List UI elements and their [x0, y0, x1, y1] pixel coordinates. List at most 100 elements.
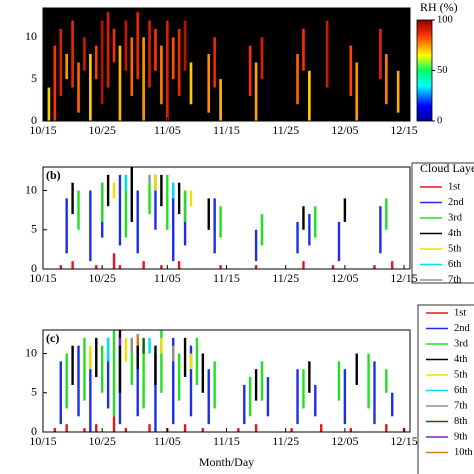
rh-strip [124, 20, 128, 71]
cloud-layer [343, 369, 347, 425]
panel-label: (a) [46, 9, 60, 23]
cloud-layer [172, 345, 175, 362]
panel-label: (b) [46, 168, 61, 182]
cloud-layer [106, 337, 110, 409]
cloud-layer [136, 337, 139, 417]
cloud-layer [112, 330, 116, 417]
cloud-layer [302, 261, 305, 269]
legend-label: 1st [448, 181, 460, 192]
cloud-layer [213, 361, 216, 409]
legend-label: 1st [454, 307, 466, 318]
legend-label: 2nd [454, 323, 471, 334]
panel: Cloud Layer 1st 2nd 3rd 4th 5th 6th 7th 0 5 10 10/1… [25, 161, 474, 285]
x-tick-label: 11/25 [272, 271, 299, 285]
cloud-layer [355, 353, 358, 385]
cloud-layer [148, 337, 151, 354]
cloud-layer [142, 261, 145, 269]
cloud-layer [83, 428, 86, 432]
colorbar-tick-label: 100 [437, 14, 453, 25]
rh-strip [47, 87, 51, 121]
cloud-layer [65, 424, 68, 432]
rh-strip [106, 12, 110, 88]
cloud-layer [254, 369, 258, 401]
rh-strip [89, 54, 92, 122]
cloud-layer [385, 424, 388, 432]
legend-label: 4th [448, 228, 462, 239]
cloud-layer [172, 182, 175, 262]
rh-strip [118, 45, 122, 121]
cloud-layer [213, 198, 216, 254]
cloud-layer [308, 214, 311, 246]
colorbar-tick-label: 0 [437, 115, 442, 126]
cloud-layer [189, 353, 193, 370]
cloud-layer [195, 337, 199, 385]
rh-strip [142, 37, 145, 121]
legend-title: Cloud Layer [420, 161, 474, 175]
cloud-layer [207, 198, 210, 230]
cloud-layer [106, 174, 110, 207]
cloud-layer [160, 265, 163, 269]
x-tick-label: 10/25 [89, 123, 116, 137]
rh-strip [207, 54, 211, 113]
legend-box [417, 304, 474, 474]
cloud-layer [254, 265, 258, 269]
rh-strip [219, 79, 222, 121]
cloud-layer [314, 384, 317, 417]
cloud-layer [379, 206, 382, 254]
cloud-layer [391, 392, 394, 417]
cloud-layer [118, 330, 122, 393]
rh-strip [53, 45, 57, 121]
cloud-layer [320, 424, 323, 432]
x-tick-label: 11/25 [272, 434, 299, 448]
colorbar [416, 19, 433, 122]
rh-strip [296, 54, 299, 105]
cloud-layer [266, 377, 270, 417]
cloud-layer [349, 428, 353, 432]
cloud-layer [136, 333, 139, 346]
rh-strip [308, 70, 311, 121]
x-tick-label: 10/15 [29, 434, 56, 448]
legend-label: 4th [454, 354, 468, 365]
legend-label: 5th [454, 369, 468, 380]
cloud-layer [53, 428, 57, 432]
cloud-layer [148, 424, 151, 432]
cloud-layer [148, 174, 151, 183]
cloud-layer [219, 206, 222, 238]
y-tick-label: 10 [25, 182, 37, 196]
x-tick-label: 12/15 [390, 271, 417, 285]
cloud-layer [166, 174, 169, 230]
rh-strip [260, 37, 264, 80]
legend-label: 8th [454, 416, 468, 427]
cloud-layer [290, 428, 293, 432]
x-tick-label: 11/25 [272, 123, 299, 137]
cloud-layer [331, 265, 335, 269]
x-tick-label: 11/15 [213, 271, 240, 285]
cloud-layer [154, 174, 157, 191]
rh-strip [83, 37, 86, 71]
cloud-layer [106, 337, 110, 362]
rh-strip [65, 54, 69, 80]
x-tick-label: 12/15 [390, 434, 417, 448]
cloud-layer [77, 190, 80, 230]
y-tick-label: 0 [31, 113, 37, 127]
rh-strip [183, 20, 187, 71]
cloud-layer [237, 428, 240, 432]
cloud-layer [124, 174, 128, 191]
cloud-layer [124, 174, 128, 238]
cloud-layer [219, 265, 222, 269]
cloud-layer [112, 416, 116, 432]
y-tick-label: 5 [31, 71, 37, 85]
plot-background [43, 8, 410, 121]
cloud-layer [189, 345, 193, 417]
rh-strip [384, 54, 388, 105]
cloud-layer [177, 261, 181, 269]
rh-strip [254, 62, 258, 121]
cloud-layer [260, 214, 264, 246]
cloud-layer [302, 369, 305, 409]
rh-strip [165, 20, 169, 121]
y-tick-label: 0 [31, 261, 37, 275]
x-tick-label: 10/25 [89, 271, 116, 285]
legend-label: 7th [454, 400, 468, 411]
cloud-layer [112, 182, 116, 199]
